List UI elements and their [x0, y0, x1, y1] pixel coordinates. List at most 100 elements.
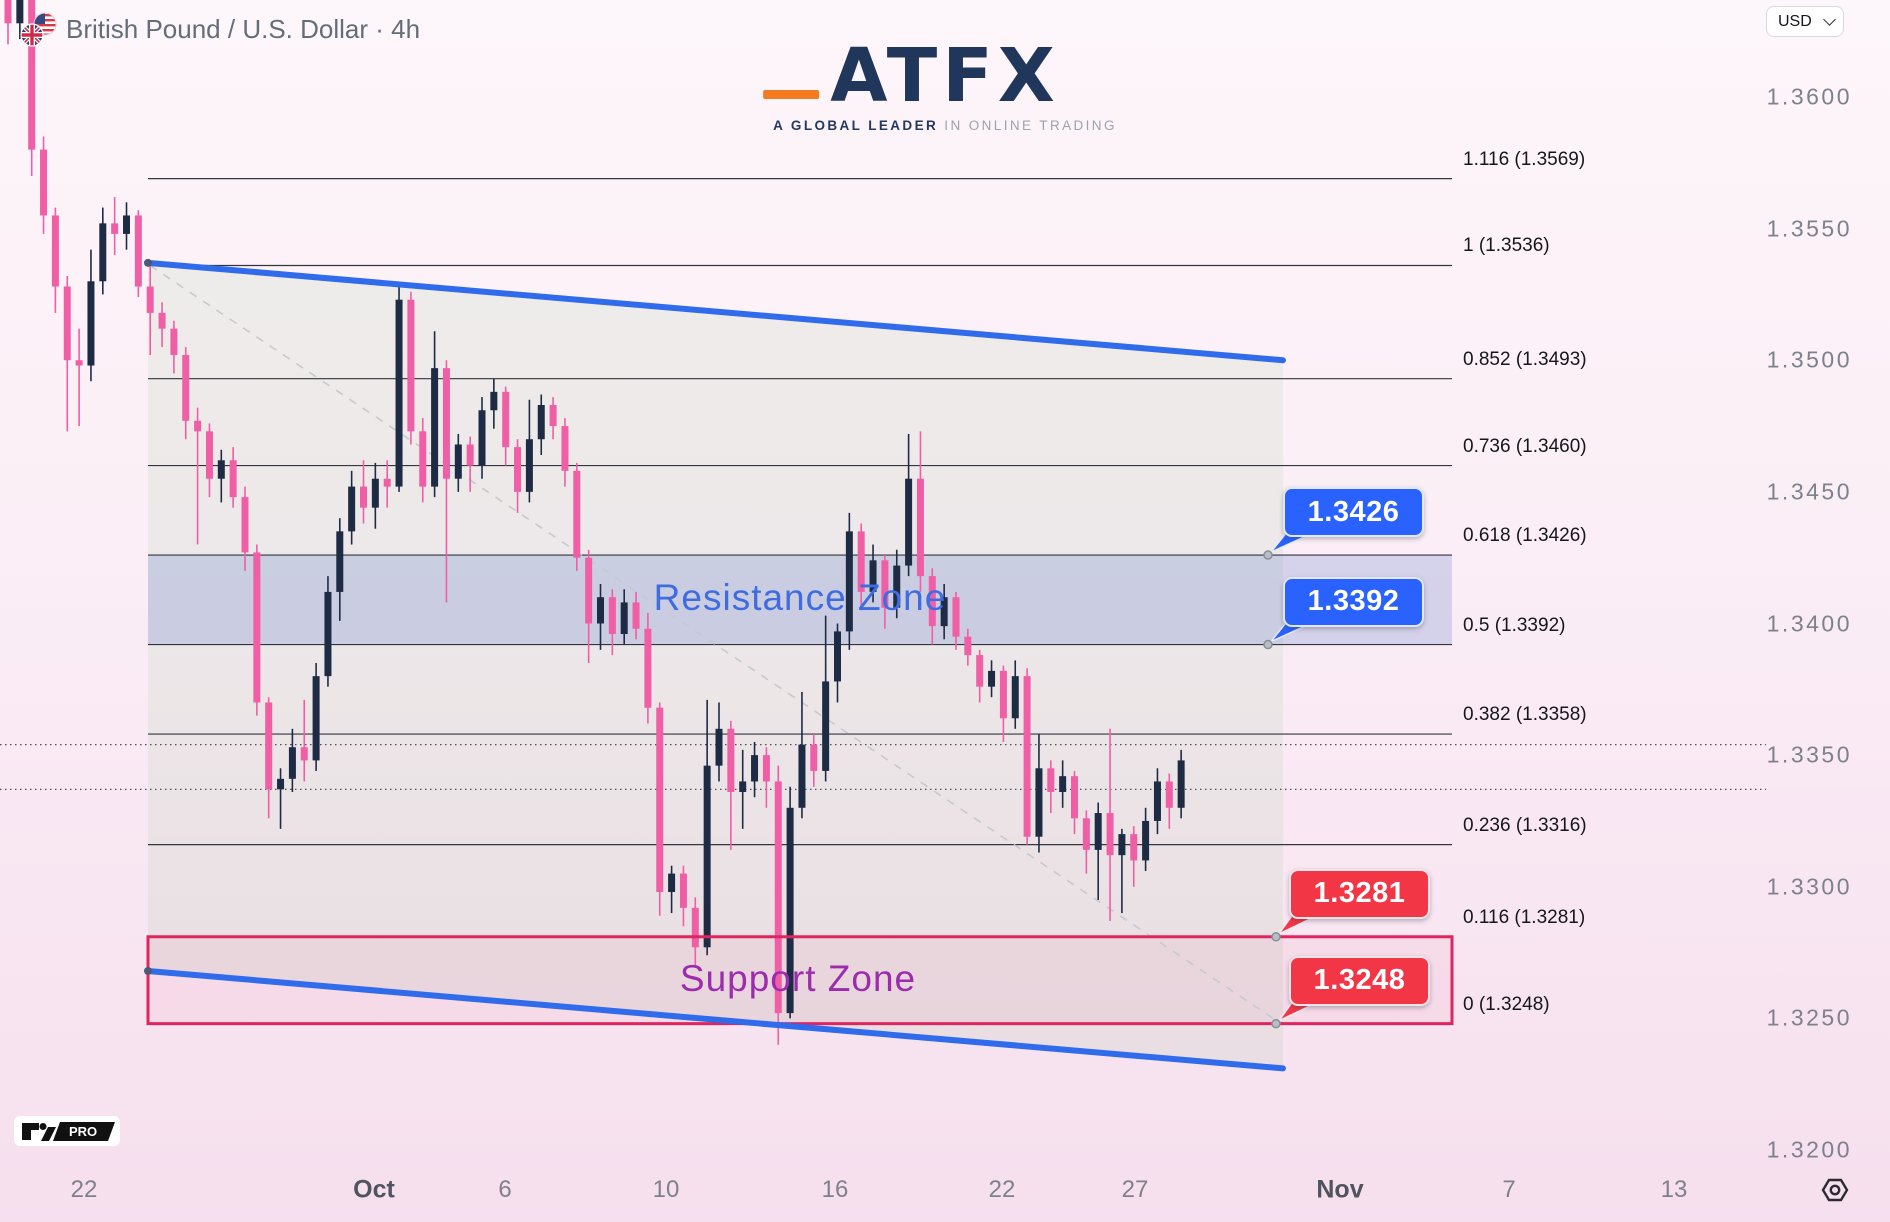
candle: [514, 439, 522, 513]
candle: [1023, 668, 1031, 845]
candle-series[interactable]: [4, 0, 1185, 1045]
candle: [490, 378, 498, 429]
candle: [229, 447, 237, 508]
lower-trendline[interactable]: [145, 967, 1286, 1072]
support-zone[interactable]: [148, 936, 1452, 1024]
candle: [16, 0, 24, 40]
candle: [869, 544, 877, 603]
time-axis-label: 6: [498, 1176, 512, 1203]
price-axis-label: 1.3200: [1766, 1136, 1852, 1163]
callout-anchor-dot[interactable]: [1263, 550, 1273, 560]
candle: [1082, 810, 1090, 874]
candle: [810, 734, 818, 787]
candle: [134, 210, 142, 298]
candle: [952, 591, 960, 650]
candle: [1059, 760, 1067, 808]
candle: [265, 697, 273, 819]
atfx-wordmark: ATFX: [763, 39, 1117, 113]
time-axis-label: 10: [652, 1176, 680, 1203]
candle: [1094, 802, 1102, 900]
candle: [739, 749, 747, 829]
resistance-zone-label[interactable]: Resistance Zone: [653, 577, 947, 618]
candle: [798, 691, 806, 819]
currency-dropdown[interactable]: USD: [1766, 6, 1844, 37]
candle: [253, 544, 261, 716]
trendline-handle[interactable]: [144, 258, 152, 267]
pro-badge: PRO: [69, 1124, 97, 1139]
candle: [893, 549, 901, 619]
candle: [845, 512, 853, 650]
price-callout-1.3248[interactable]: 1.3248: [1289, 955, 1430, 1006]
candle: [99, 207, 107, 295]
atfx-tagline: A GLOBAL LEADER IN ONLINE TRADING: [773, 118, 1117, 133]
candle: [762, 747, 770, 808]
candle: [1177, 749, 1185, 819]
candle: [146, 262, 154, 355]
support-zone-border[interactable]: [146, 935, 1454, 1026]
fib-label: 0.236 (1.3316): [1463, 814, 1587, 836]
candle: [656, 702, 664, 916]
candle: [727, 720, 735, 850]
time-axis-label: Oct: [353, 1175, 395, 1204]
resistance-zone[interactable]: [148, 555, 1452, 645]
candle: [395, 286, 403, 492]
gbpusd-flag-icon: [20, 12, 57, 47]
candle: [194, 407, 202, 545]
price-axis-label: 1.3400: [1766, 610, 1852, 636]
symbol-title[interactable]: British Pound / U.S. Dollar · 4h: [66, 13, 421, 44]
candle: [537, 394, 545, 456]
price-axis-label: 1.3450: [1766, 478, 1852, 505]
fib-label: 0.618 (1.3426): [1463, 525, 1587, 547]
candle: [63, 276, 71, 432]
currency-dropdown-value: USD: [1778, 12, 1812, 30]
candle: [75, 328, 83, 427]
candle: [407, 291, 415, 445]
candle: [431, 331, 439, 498]
support-zone-label[interactable]: Support Zone: [679, 958, 917, 999]
candle: [1153, 768, 1161, 835]
candle: [123, 202, 130, 250]
price-axis-label: 1.3250: [1766, 1004, 1852, 1031]
candle: [1011, 660, 1019, 729]
price-callout-1.3392[interactable]: 1.3392: [1283, 576, 1424, 627]
candle: [644, 612, 652, 724]
callout-anchor-dot[interactable]: [1263, 639, 1273, 650]
candle: [881, 555, 889, 629]
candle: [691, 897, 699, 966]
callout-anchor-dot[interactable]: [1271, 1018, 1281, 1029]
candle: [348, 470, 356, 545]
candle: [525, 399, 533, 503]
upper-trendline[interactable]: [145, 259, 1286, 364]
fib-label: 0.5 (1.3392): [1463, 614, 1566, 636]
fib-label: 0.852 (1.3493): [1463, 348, 1587, 370]
candle: [288, 728, 296, 792]
candle: [419, 418, 427, 503]
candle: [632, 591, 640, 640]
trendline-handle[interactable]: [144, 966, 152, 975]
price-callout-1.3281[interactable]: 1.3281: [1289, 868, 1430, 919]
candle: [585, 549, 593, 663]
time-axis-label: 22: [988, 1176, 1016, 1203]
atfx-orange-bar: [763, 90, 820, 99]
price-callout-1.3426[interactable]: 1.3426: [1283, 487, 1424, 538]
time-axis-label: 27: [1121, 1176, 1149, 1203]
candle: [371, 462, 379, 529]
candle: [715, 702, 723, 782]
candle: [608, 589, 616, 656]
candle: [964, 628, 972, 666]
candle: [976, 649, 984, 703]
gear-icon[interactable]: [1820, 1176, 1850, 1204]
callout-anchor-dot[interactable]: [1271, 932, 1281, 942]
tradingview-logo[interactable]: PRO: [14, 1116, 124, 1150]
candle: [170, 320, 178, 374]
fib-label: 0.736 (1.3460): [1463, 435, 1587, 457]
candle: [988, 660, 996, 698]
candle: [620, 589, 628, 645]
candle: [205, 423, 213, 498]
chevron-down-icon: [1823, 13, 1836, 26]
candle: [573, 462, 581, 571]
fib-label: 0.382 (1.3358): [1463, 704, 1587, 726]
candle: [597, 584, 604, 650]
